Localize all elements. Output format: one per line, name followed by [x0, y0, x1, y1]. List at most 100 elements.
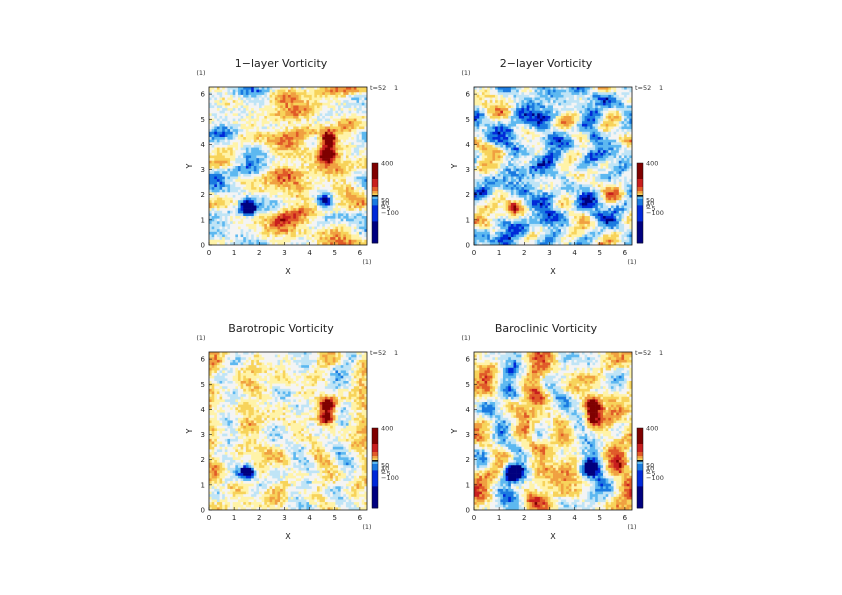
chart-title: Baroclinic Vorticity: [495, 322, 598, 335]
colorbar-segment-3: [637, 452, 643, 457]
colorbar-label: 50: [381, 196, 389, 204]
y-tick-label: 5: [466, 381, 470, 389]
colorbar-frame: [636, 162, 644, 244]
colorbar-frame: [636, 427, 644, 509]
x-tick-label: 6: [623, 514, 628, 522]
x-tick-label: 0: [207, 249, 211, 257]
x-tick-label: 4: [572, 514, 577, 522]
x-tick-label: 4: [307, 514, 312, 522]
y-tick-label: 4: [201, 406, 206, 414]
x-tick-label: 2: [257, 249, 261, 257]
time-unit-label: 1: [394, 349, 398, 357]
colorbar-segment-1: [372, 428, 378, 445]
colorbar-label: 10: [381, 200, 389, 208]
y-tick-label: 0: [466, 242, 470, 250]
colorbar-label: 10: [381, 465, 389, 473]
y-axis-label: Y: [185, 428, 194, 434]
colorbar-segment-10: [372, 221, 378, 244]
y-tick-label: 0: [201, 507, 205, 515]
colorbar-segment-9: [637, 470, 643, 487]
chart-title: Barotropic Vorticity: [228, 322, 334, 335]
x-tick-label: 5: [333, 514, 337, 522]
y-tick-label: 1: [201, 481, 205, 489]
time-unit-label: 1: [659, 84, 663, 92]
x-tick-label: 2: [522, 249, 526, 257]
colorbar-segment-2: [372, 444, 378, 453]
colorbar-segment-9: [372, 205, 378, 222]
y-axis-label: Y: [185, 163, 194, 169]
x-tick-label: 0: [472, 514, 476, 522]
colorbar-label: 0: [381, 202, 385, 210]
y-tick-label: 1: [466, 216, 470, 224]
x-tick-label: 0: [207, 514, 211, 522]
colorbar-segment-5: [372, 458, 378, 461]
chart-title: 1−layer Vorticity: [235, 57, 328, 70]
plot-frame: [473, 351, 633, 511]
x-tick-label: 3: [547, 249, 551, 257]
y-unit-label: (1): [196, 69, 205, 77]
colorbar-segment-4: [637, 191, 643, 194]
x-tick-label: 5: [333, 249, 337, 257]
colorbar-segment-10: [637, 221, 643, 244]
plot-frame: [208, 86, 368, 246]
y-tick-label: 2: [466, 191, 470, 199]
colorbar-label: 400: [381, 425, 393, 433]
y-tick-label: 1: [466, 481, 470, 489]
y-axis-label: Y: [450, 428, 459, 434]
colorbar-label: 0: [381, 467, 385, 475]
colorbar-segment-6: [372, 460, 378, 462]
time-label: t=52: [635, 84, 651, 92]
y-tick-label: 3: [466, 431, 470, 439]
y-tick-label: 6: [201, 356, 206, 364]
colorbar-label: 50: [646, 196, 654, 204]
chart-panel-3: Barotropic Vorticity 0 1 2 3 4 5 6 0 1 2 3 4 5 6 X Y (1) (…: [185, 322, 399, 541]
y-unit-label: (1): [461, 334, 470, 342]
colorbar-label: 400: [381, 160, 393, 168]
x-tick-label: 6: [358, 514, 363, 522]
vorticity-field: [474, 87, 632, 245]
x-axis-label: X: [550, 532, 556, 541]
colorbar-segment-2: [637, 444, 643, 453]
y-tick-label: 2: [201, 456, 205, 464]
colorbar-segment-3: [637, 187, 643, 192]
colorbar-segment-6: [637, 195, 643, 197]
chart-panel-2: 2−layer Vorticity 0 1 2 3 4 5 6 0 1 2 3 4 5 6 X Y (1) (1) t…: [450, 57, 664, 276]
x-tick-label: 4: [307, 249, 312, 257]
x-axis-label: X: [285, 532, 291, 541]
plot-frame: [473, 86, 633, 246]
time-label: t=52: [635, 349, 651, 357]
y-tick-label: 5: [201, 381, 205, 389]
colorbar-frame: [371, 162, 379, 244]
y-tick-label: 6: [201, 91, 206, 99]
x-unit-label: (1): [362, 523, 371, 531]
time-unit-label: 1: [394, 84, 398, 92]
x-tick-label: 6: [358, 249, 363, 257]
colorbar-segment-3: [372, 452, 378, 457]
y-tick-label: 3: [201, 166, 205, 174]
colorbar-segment-8: [637, 464, 643, 471]
colorbar-segment-6: [637, 460, 643, 462]
colorbar-label: 400: [646, 160, 658, 168]
chart-title: 2−layer Vorticity: [500, 57, 593, 70]
colorbar-segment-3: [372, 187, 378, 192]
colorbar-label: 0: [646, 202, 650, 210]
y-tick-label: 6: [466, 91, 471, 99]
x-tick-label: 0: [472, 249, 476, 257]
colorbar-segment-8: [637, 199, 643, 206]
chart-panel-1: 1−layer Vorticity 0 1 2 3 4 5 6 0 1 2 3 4 5 6 X Y (1) (1) t…: [185, 57, 399, 276]
y-tick-label: 2: [466, 456, 470, 464]
colorbar-segment-9: [372, 470, 378, 487]
y-tick-label: 4: [466, 406, 471, 414]
colorbar-segment-7: [637, 461, 643, 465]
colorbar-segment-8: [372, 199, 378, 206]
colorbar-label: −100: [646, 474, 664, 482]
colorbar-label: −100: [381, 474, 399, 482]
colorbar-segment-2: [372, 179, 378, 188]
y-tick-label: 4: [201, 141, 206, 149]
y-unit-label: (1): [196, 334, 205, 342]
colorbar-segment-4: [637, 456, 643, 459]
x-unit-label: (1): [362, 258, 371, 266]
x-tick-label: 1: [232, 514, 236, 522]
colorbar-segment-1: [372, 163, 378, 180]
